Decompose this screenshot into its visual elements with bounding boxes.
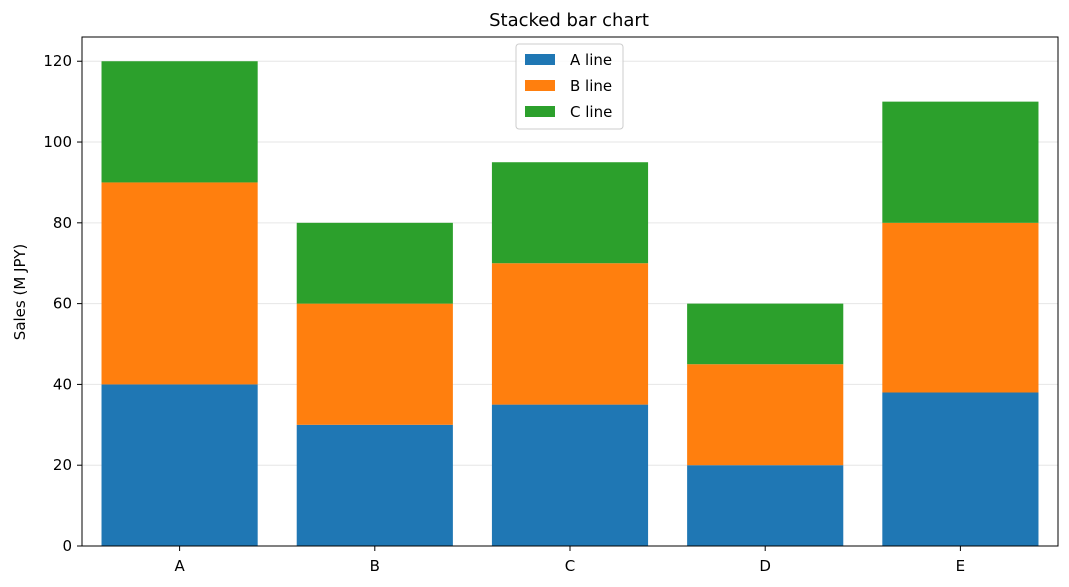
- legend-swatch: [525, 80, 555, 91]
- bar-segment: [491, 404, 649, 546]
- bar-segment: [296, 303, 453, 425]
- y-axis-label: Sales (M JPY): [11, 244, 29, 340]
- x-tick-label: A: [174, 557, 185, 575]
- y-tick-label: 100: [43, 133, 72, 151]
- y-tick-label: 120: [43, 52, 72, 70]
- legend: A line B line C line: [515, 43, 624, 130]
- bar-segment: [882, 392, 1039, 546]
- bar-segment: [491, 263, 649, 405]
- bars: [101, 61, 1039, 546]
- bar-segment: [491, 162, 649, 264]
- bar-segment: [687, 465, 844, 546]
- bar-segment: [882, 101, 1039, 223]
- y-tick-label: 20: [53, 456, 72, 474]
- legend-swatch: [525, 106, 555, 117]
- x-tick-label: C: [565, 557, 575, 575]
- legend-label: B line: [570, 77, 612, 95]
- bar-segment: [101, 384, 258, 546]
- bar-segment: [296, 222, 453, 304]
- y-tick-label: 60: [53, 295, 72, 313]
- legend-label: C line: [570, 103, 612, 121]
- bar-segment: [296, 424, 453, 546]
- bar-segment: [687, 303, 844, 365]
- legend-swatch: [525, 54, 555, 65]
- axes: A B C D E 0 20 40 60 80 100 120: [43, 36, 1059, 575]
- bar-segment: [882, 222, 1039, 393]
- legend-label: A line: [570, 51, 612, 69]
- x-tick-label: B: [370, 557, 380, 575]
- y-tick-label: 40: [53, 375, 72, 393]
- bar-segment: [101, 182, 258, 385]
- bar-segment: [101, 61, 258, 183]
- chart-title: Stacked bar chart: [489, 10, 649, 31]
- y-tick-label: 0: [62, 537, 72, 555]
- x-tick-label: E: [956, 557, 965, 575]
- bar-segment: [687, 364, 844, 466]
- x-tick-label: D: [759, 557, 771, 575]
- plot-frame: [81, 36, 1059, 547]
- y-tick-label: 80: [53, 214, 72, 232]
